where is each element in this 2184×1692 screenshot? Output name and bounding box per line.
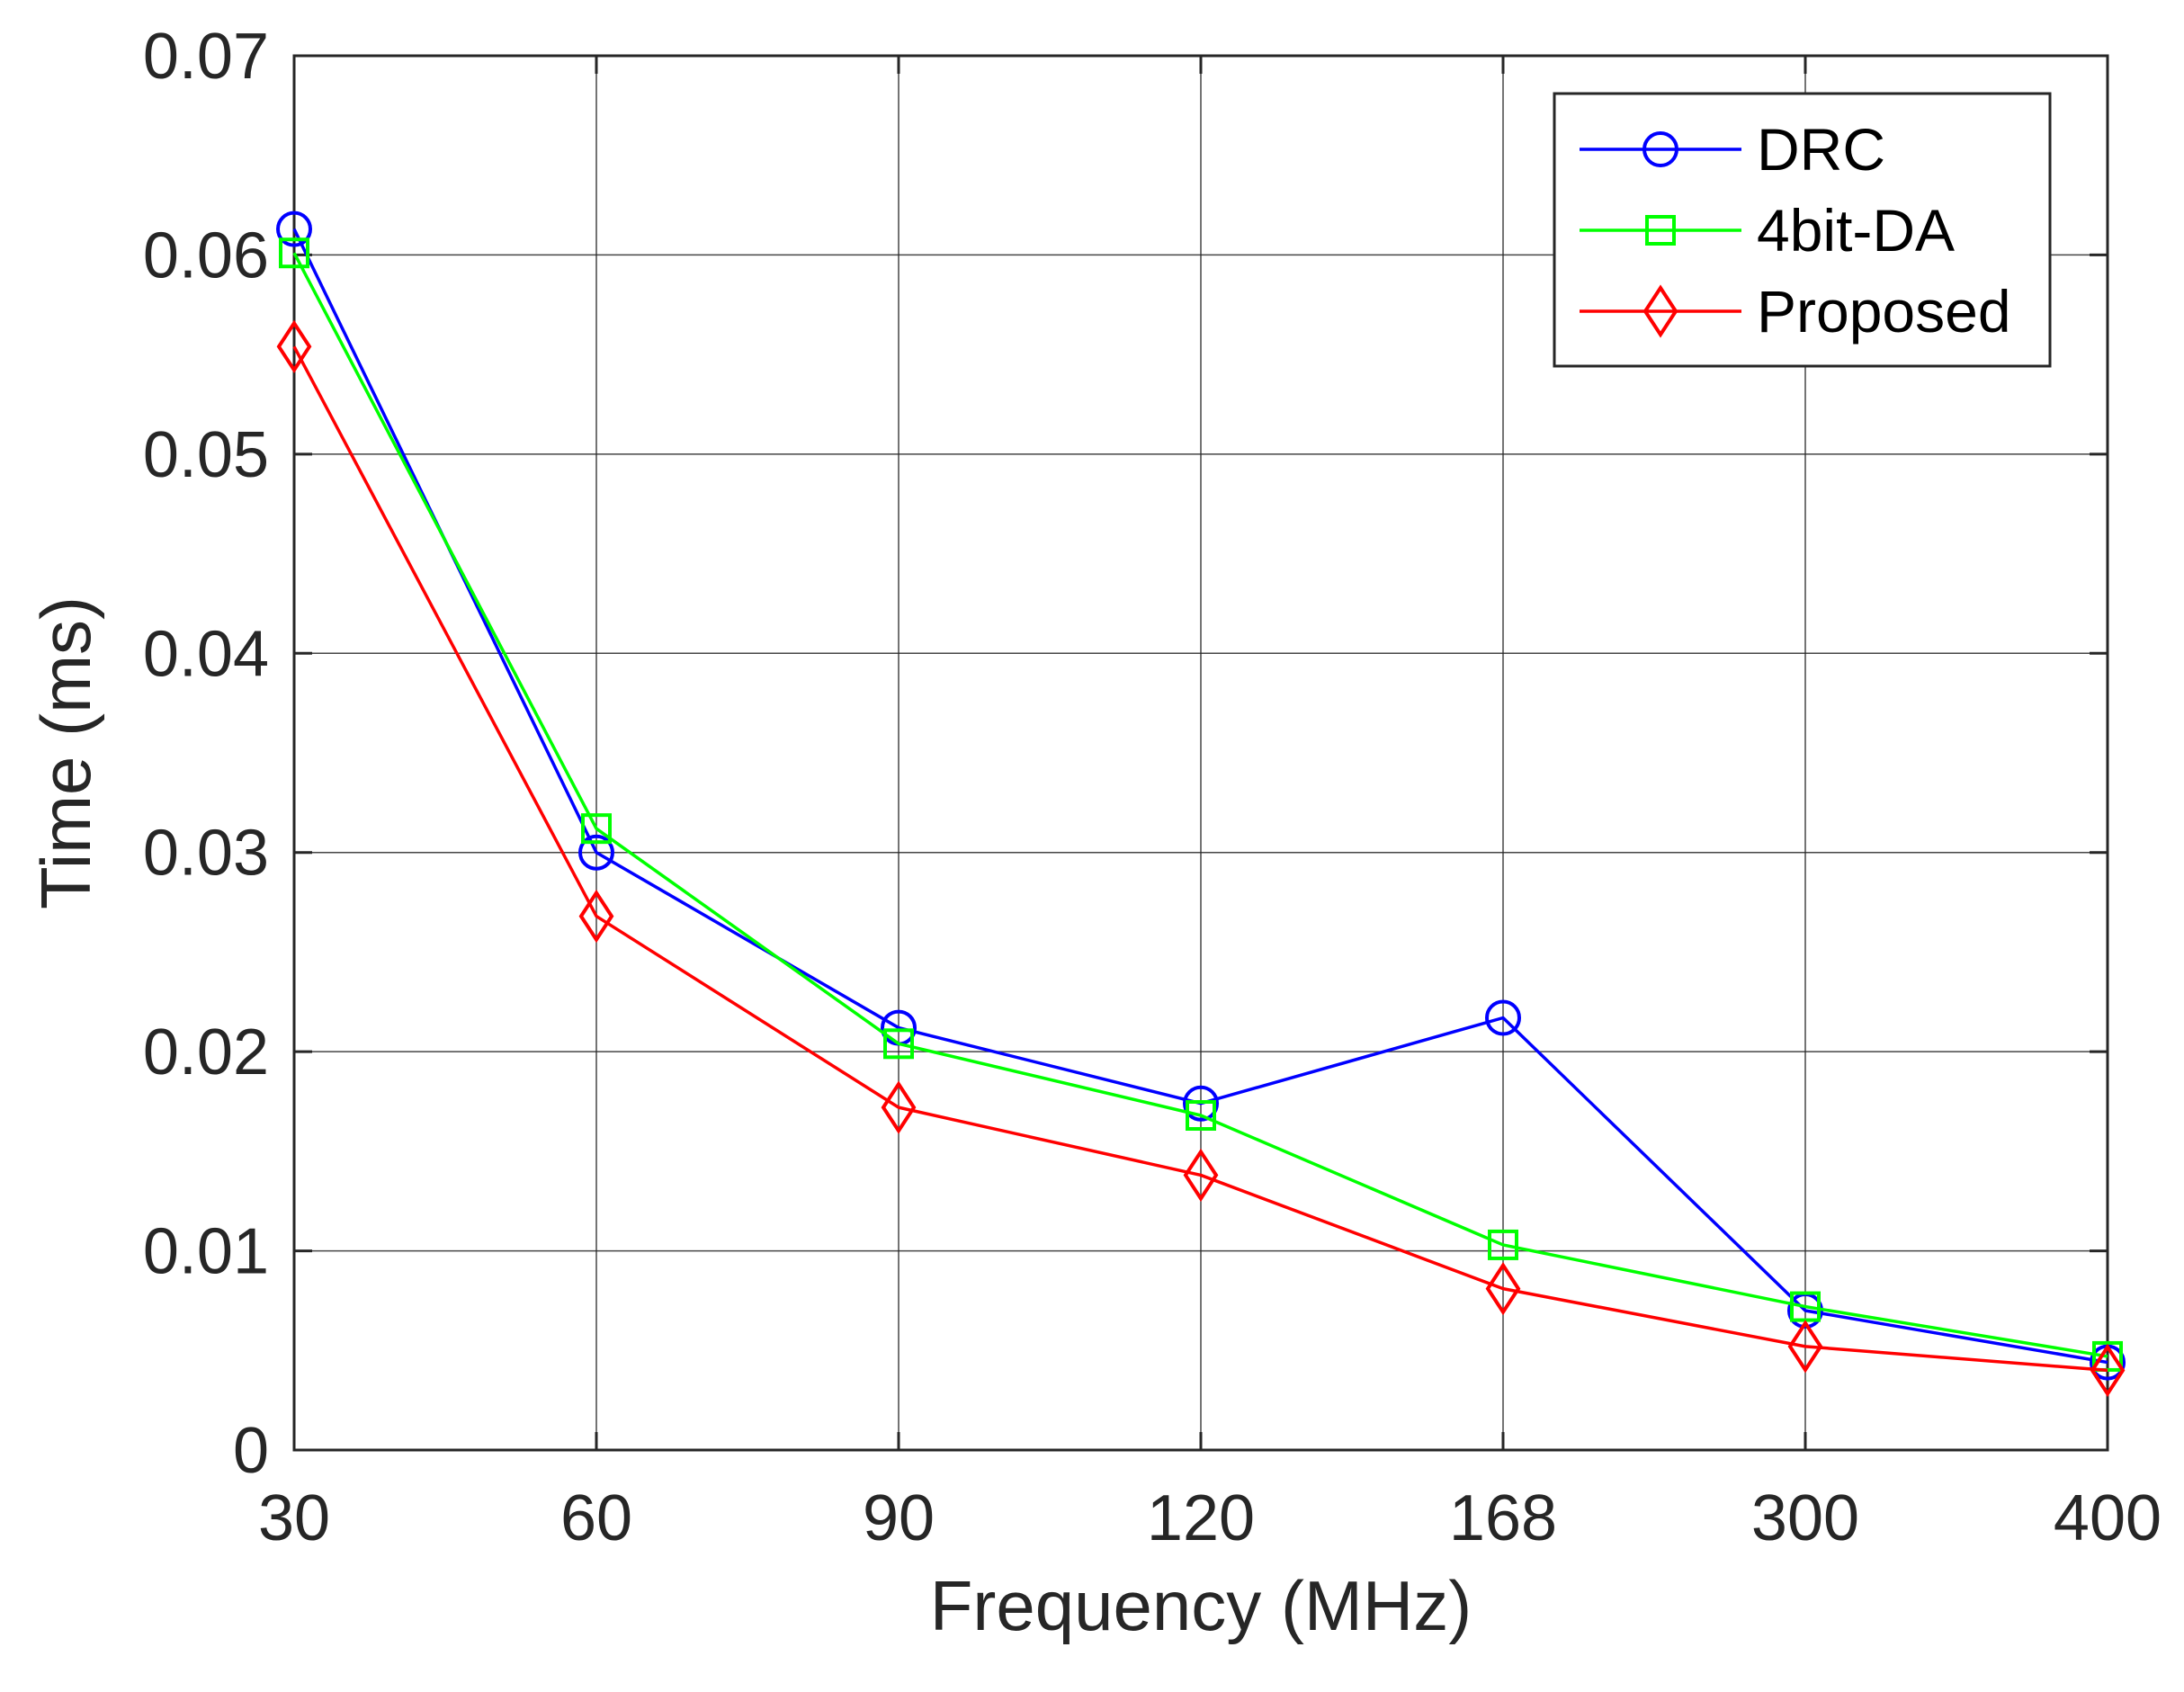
data-point-square: [1488, 1229, 1518, 1260]
y-tick-label: 0.06: [143, 219, 269, 291]
data-point-diamond: [1183, 1148, 1219, 1203]
x-tick-label: 120: [1147, 1482, 1255, 1554]
data-point-diamond: [1787, 1320, 1823, 1374]
data-point-diamond: [1485, 1261, 1521, 1316]
legend-item: 4bit-DA: [1580, 197, 1955, 264]
legend: DRC 4bit-DA Proposed: [1553, 92, 2052, 368]
data-point-diamond: [2090, 1343, 2126, 1398]
y-tick-label: 0: [233, 1415, 269, 1487]
y-axis-tick-labels: 0 0.01 0.02 0.03 0.04 0.05 0.06 0.07: [143, 21, 269, 1487]
data-point-diamond: [881, 1080, 917, 1134]
y-tick-label: 0.03: [143, 818, 269, 890]
series-proposed: [276, 319, 2126, 1398]
data-point-circle: [578, 834, 614, 871]
x-tick-label: 30: [258, 1482, 330, 1554]
y-tick-label: 0.07: [143, 21, 269, 93]
series: [276, 210, 2126, 1398]
y-axis-label: Time (ms): [26, 596, 105, 909]
x-tick-label: 400: [2054, 1482, 2162, 1554]
legend-label: Proposed: [1757, 278, 2011, 345]
data-point-square: [883, 1028, 914, 1060]
x-tick-label: 90: [863, 1482, 935, 1554]
data-point-circle: [1642, 131, 1678, 167]
data-point-diamond: [1642, 284, 1678, 338]
data-point-circle: [276, 210, 312, 247]
axis-ticks: [292, 54, 2109, 1452]
data-point-square: [1645, 215, 1676, 246]
data-point-square: [1186, 1100, 1216, 1131]
data-point-square: [581, 813, 612, 845]
data-point-circle: [1183, 1085, 1219, 1122]
legend-item: Proposed: [1580, 278, 2011, 345]
data-point-square: [279, 237, 309, 269]
data-point-diamond: [578, 889, 614, 944]
x-axis-tick-labels: 30 60 90 120 168 300 400: [258, 1482, 2162, 1554]
x-tick-label: 60: [560, 1482, 632, 1554]
x-tick-label: 300: [1751, 1482, 1859, 1554]
series-line: [292, 252, 2108, 1358]
x-tick-label: 168: [1449, 1482, 1557, 1554]
legend-item: DRC: [1580, 116, 1885, 183]
legend-label: DRC: [1757, 116, 1885, 183]
y-tick-label: 0.02: [143, 1016, 269, 1088]
data-point-diamond: [276, 319, 312, 373]
y-tick-label: 0.04: [143, 618, 269, 690]
y-tick-label: 0.05: [143, 419, 269, 491]
series-line: [292, 345, 2108, 1373]
data-point-circle: [1485, 999, 1521, 1036]
y-tick-label: 0.01: [143, 1216, 269, 1288]
legend-label: 4bit-DA: [1757, 197, 1955, 264]
x-axis-label: Frequency (MHz): [930, 1566, 1472, 1645]
